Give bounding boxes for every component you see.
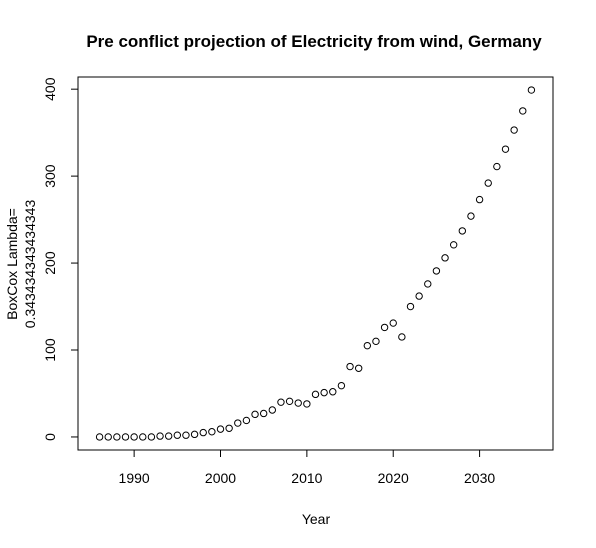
data-point [164, 432, 173, 440]
data-point [406, 302, 415, 311]
data-point [294, 399, 302, 407]
data-point [527, 86, 536, 94]
x-tick-label: 1990 [119, 470, 150, 486]
y-axis-label-line-2: 0.343434343434343 [22, 200, 38, 329]
data-point [242, 416, 251, 425]
data-point [329, 388, 337, 396]
data-point [225, 424, 233, 432]
data-point [216, 425, 225, 433]
data-point [389, 319, 397, 327]
data-point [493, 162, 501, 171]
data-point [346, 362, 354, 371]
data-point [251, 410, 259, 419]
data-point [475, 195, 484, 204]
x-tick-label: 2020 [378, 470, 409, 486]
data-point [182, 431, 190, 439]
x-tick-label: 2010 [291, 470, 322, 486]
data-point [519, 107, 527, 115]
y-tick-label: 100 [42, 338, 58, 362]
x-tick-label: 2030 [464, 470, 495, 486]
data-point [113, 433, 121, 441]
x-axis-label: Year [302, 511, 331, 527]
data-point [173, 431, 182, 439]
data-point [441, 254, 449, 262]
data-point [156, 432, 164, 440]
data-point [190, 430, 199, 439]
data-point [147, 433, 156, 441]
y-tick-label: 200 [42, 251, 58, 275]
data-point [121, 433, 130, 441]
data-point [354, 364, 363, 372]
data-point [303, 400, 311, 408]
y-tick-label: 400 [42, 77, 58, 101]
data-point [259, 409, 268, 418]
data-point [467, 212, 475, 220]
data-point [380, 323, 389, 332]
plot-frame [77, 76, 554, 451]
data-point [268, 406, 277, 414]
data-point [311, 390, 320, 399]
data-point [277, 398, 285, 406]
data-point [320, 388, 328, 397]
data-point [130, 433, 138, 441]
data-point [424, 280, 432, 288]
x-tick-label: 2000 [205, 470, 236, 486]
data-point [199, 428, 207, 437]
data-point [337, 381, 346, 390]
data-point [139, 433, 147, 441]
data-point [398, 333, 406, 341]
data-point [501, 145, 510, 153]
y-tick-label: 300 [42, 164, 58, 188]
data-point [372, 337, 380, 346]
chart-title: Pre conflict projection of Electricity f… [86, 32, 542, 51]
data-points [95, 86, 536, 441]
data-point [104, 433, 112, 441]
data-point [449, 241, 458, 249]
data-point [432, 267, 441, 275]
y-axis: 0 100 200 300 400 [42, 77, 79, 441]
x-axis: 1990 2000 2010 2020 2030 [119, 449, 495, 486]
data-point [415, 292, 423, 300]
data-point [458, 227, 467, 235]
y-tick-label: 0 [42, 433, 58, 441]
data-point [234, 419, 242, 427]
data-point [208, 428, 216, 436]
y-axis-label-line-1: BoxCox Lambda= [4, 208, 20, 320]
data-point [285, 397, 294, 406]
data-point [363, 341, 372, 350]
data-point [484, 179, 492, 187]
data-point [510, 126, 518, 134]
data-point [95, 433, 104, 441]
